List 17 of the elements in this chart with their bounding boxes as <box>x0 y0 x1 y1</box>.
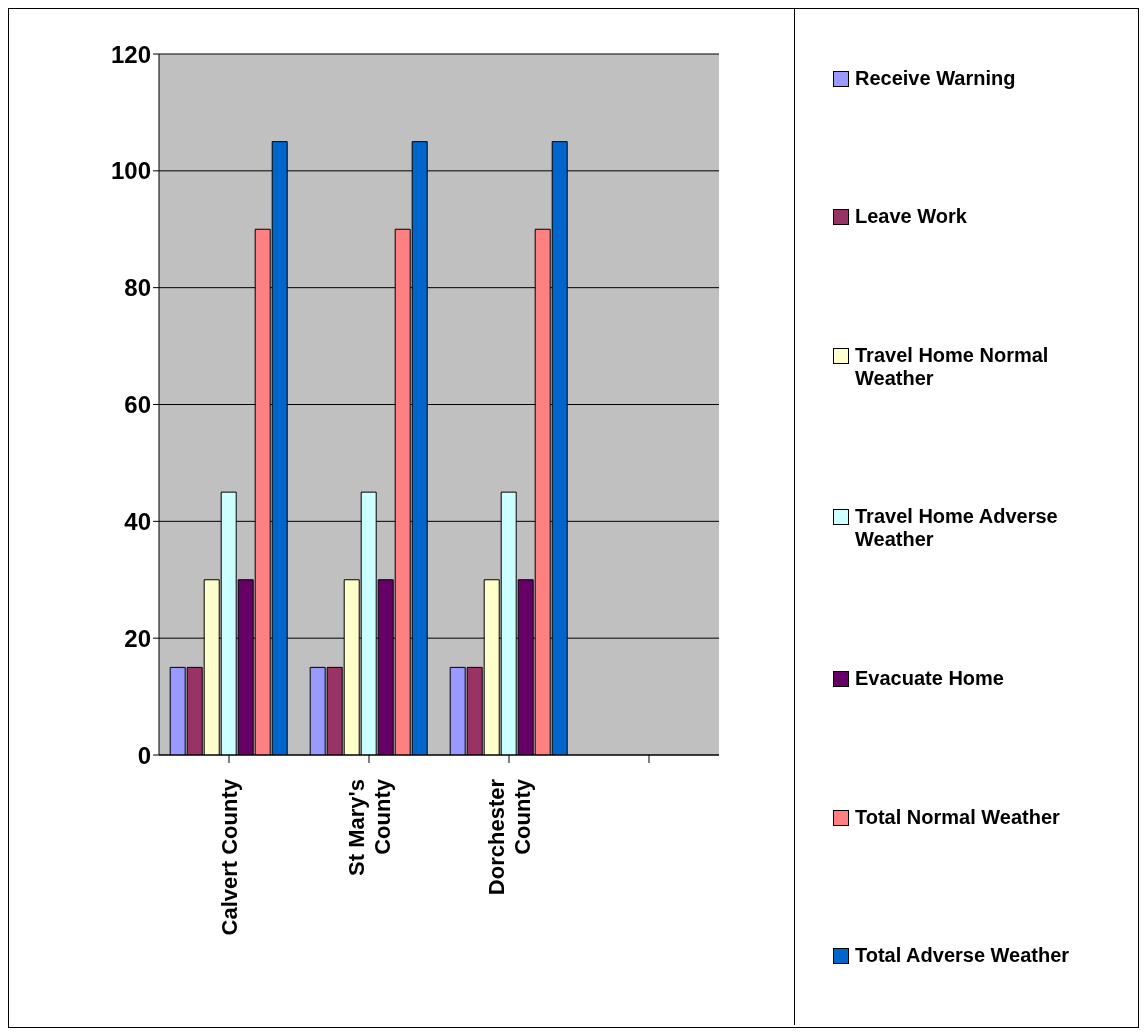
y-tick-label: 60 <box>124 391 151 419</box>
legend-label: Travel Home Adverse Weather <box>855 505 1059 552</box>
x-tick-label: Calvert County <box>216 778 242 936</box>
y-tick-label: 40 <box>124 507 151 535</box>
legend-label: Receive Warning <box>855 66 1016 90</box>
legend-label: Total Adverse Weather <box>855 944 1070 968</box>
x-tick-label: St Mary's County <box>343 778 395 876</box>
legend-label: Leave Work <box>855 205 967 229</box>
y-tick-label: 100 <box>110 157 151 185</box>
y-tick-label: 20 <box>124 624 151 652</box>
x-tick-label: Dorchester County <box>483 778 535 896</box>
legend-label: Travel Home Normal Weather <box>855 343 1050 390</box>
y-tick-label: 0 <box>137 741 151 769</box>
y-tick-label: 120 <box>110 40 151 68</box>
legend-label: Total Normal Weather <box>855 805 1060 829</box>
legend-label: Evacuate Home <box>855 667 1004 691</box>
y-tick-label: 80 <box>124 274 151 302</box>
